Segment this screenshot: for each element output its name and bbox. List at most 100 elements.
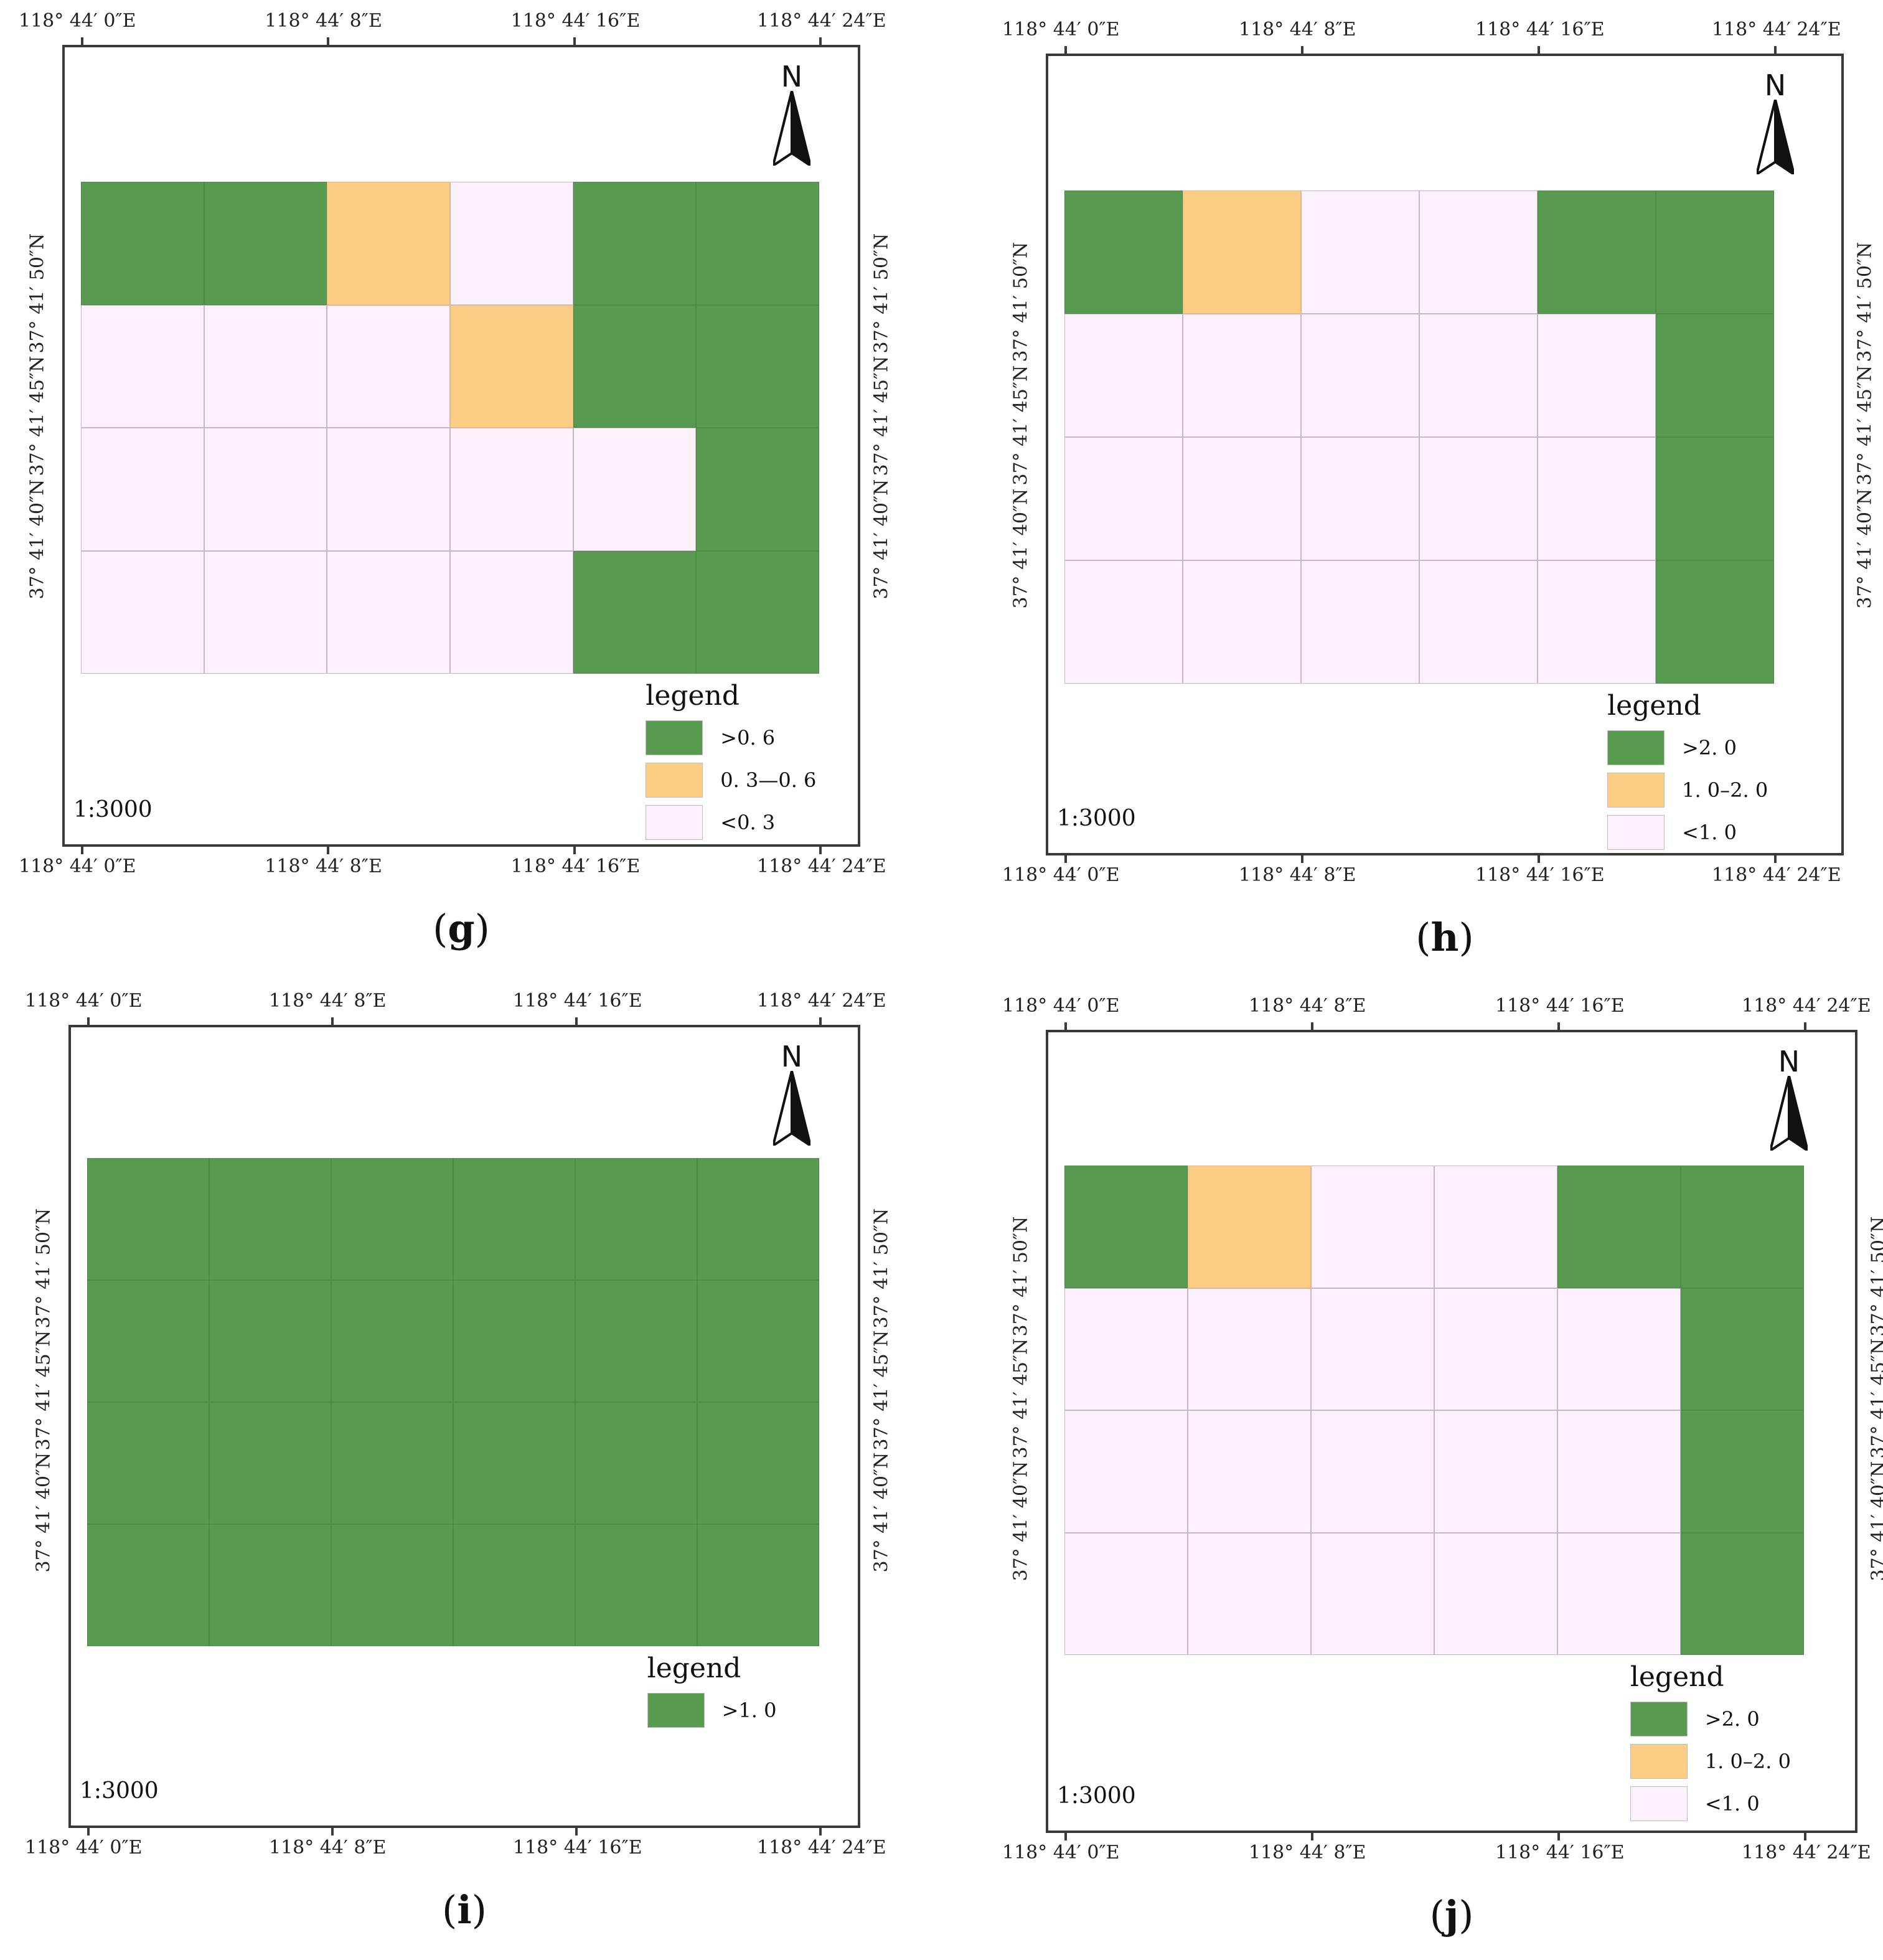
legend-swatch-high	[1607, 730, 1665, 765]
panel-caption-letter: j	[1444, 1892, 1459, 1938]
longitude-label-bottom: 118° 44′ 16″E	[1475, 864, 1605, 886]
tick-mark	[87, 1827, 90, 1835]
grid-cell-low	[1434, 1410, 1557, 1533]
legend-swatch-mid	[1630, 1744, 1688, 1779]
longitude-label-top: 118° 44′ 8″E	[1239, 19, 1356, 40]
tick-mark	[1064, 1022, 1067, 1031]
grid-cell-low	[1419, 560, 1538, 684]
grid-cell-low	[1434, 1532, 1557, 1655]
tick-mark	[1311, 1832, 1313, 1840]
grid-cell-low	[1434, 1166, 1557, 1288]
tick-mark	[1064, 854, 1067, 863]
legend-item: >1. 0	[647, 1689, 777, 1731]
longitude-label-top: 118° 44′ 24″E	[757, 10, 886, 32]
grid-cell-high	[575, 1158, 697, 1280]
panel-caption: (i)	[442, 1887, 487, 1933]
north-arrow-icon	[773, 91, 810, 166]
panel-caption-letter: h	[1430, 915, 1459, 960]
panel-caption-letter: g	[448, 906, 475, 951]
grid-cell-high	[575, 1524, 697, 1646]
legend-label: 1. 0–2. 0	[1704, 1750, 1791, 1773]
grid-cell-high	[1538, 191, 1656, 314]
legend-swatch-high	[646, 720, 703, 755]
tick-mark	[819, 37, 822, 46]
grid-cell-high	[1681, 1288, 1804, 1410]
north-letter: N	[781, 1040, 803, 1073]
tick-mark	[1557, 1022, 1560, 1031]
grid-cell-low	[1557, 1288, 1681, 1410]
grid-cell-low	[1183, 314, 1301, 437]
tick-mark	[1557, 1832, 1560, 1840]
grid-cell-low	[450, 182, 573, 305]
tick-mark	[1774, 854, 1777, 863]
longitude-label-bottom: 118° 44′ 24″E	[1712, 864, 1841, 886]
longitude-label-bottom: 118° 44′ 8″E	[265, 855, 382, 877]
grid-cell-high	[453, 1280, 575, 1402]
tick-mark	[81, 37, 83, 46]
grid-cell-low	[81, 428, 204, 551]
longitude-label-top: 118° 44′ 16″E	[513, 990, 642, 1012]
grid-cell-low	[1183, 560, 1301, 684]
legend-item: 1. 0–2. 0	[1630, 1740, 1791, 1783]
grid-cell-high	[209, 1402, 331, 1524]
grid-cell-high	[697, 1402, 819, 1524]
legend: legend >2. 0 1. 0–2. 0 <1. 0	[1607, 690, 1768, 854]
grid-cell-high	[696, 182, 819, 305]
grid-cell-high	[697, 1524, 819, 1646]
grid-cell-low	[1301, 437, 1419, 560]
legend-label: <1. 0	[1682, 821, 1737, 844]
grid-cell-low	[1064, 560, 1183, 684]
grid-cell-high	[575, 1280, 697, 1402]
panel-caption: (j)	[1429, 1892, 1474, 1938]
longitude-label-bottom: 118° 44′ 0″E	[19, 855, 136, 877]
latitude-label-left: 37° 41′ 40″N	[32, 1452, 55, 1573]
grid-cell-low	[1064, 1532, 1188, 1655]
latitude-label-right: 37° 41′ 40″N	[1867, 1461, 1883, 1581]
grid-cell-low	[327, 428, 450, 551]
grid-cell-low	[1419, 191, 1538, 314]
tick-mark	[327, 846, 330, 854]
grid-cell-high	[697, 1158, 819, 1280]
north-arrow: N	[1764, 1045, 1814, 1157]
tick-mark	[1538, 854, 1540, 863]
tick-mark	[81, 846, 83, 854]
grid-cell-low	[1311, 1288, 1434, 1410]
tick-mark	[1804, 1832, 1806, 1840]
grid-cell-high	[331, 1158, 453, 1280]
grid-cell-low	[1064, 1288, 1188, 1410]
grid-cell-low	[1557, 1532, 1681, 1655]
legend-label: 1. 0–2. 0	[1682, 778, 1768, 802]
grid-cell-high	[87, 1158, 209, 1280]
grid-cell-high	[1681, 1166, 1804, 1288]
tick-mark	[87, 1017, 90, 1026]
grid-cell-high	[573, 550, 697, 674]
legend-item: >2. 0	[1630, 1698, 1791, 1740]
longitude-label-bottom: 118° 44′ 24″E	[1742, 1842, 1871, 1863]
legend-swatch-high	[647, 1693, 705, 1728]
grid-cell-low	[204, 550, 327, 674]
longitude-label-top: 118° 44′ 16″E	[510, 10, 641, 32]
latitude-label-right: 37° 41′ 40″N	[1854, 488, 1876, 609]
grid-cell-high	[1064, 191, 1183, 314]
legend-label: <1. 0	[1704, 1792, 1760, 1816]
raster-grid	[1064, 191, 1774, 684]
legend-item: <1. 0	[1630, 1783, 1791, 1825]
legend-title: legend	[647, 1652, 741, 1684]
tick-mark	[573, 37, 576, 46]
longitude-label-top: 118° 44′ 24″E	[757, 990, 886, 1012]
grid-cell-high	[1557, 1166, 1681, 1288]
grid-cell-high	[204, 182, 327, 305]
longitude-label-top: 118° 44′ 0″E	[1002, 19, 1120, 40]
north-arrow-icon	[1757, 100, 1794, 174]
tick-mark	[819, 1017, 822, 1026]
legend-title: legend	[1630, 1661, 1724, 1693]
grid-cell-high	[331, 1524, 453, 1646]
longitude-label-bottom: 118° 44′ 8″E	[1239, 864, 1356, 886]
grid-cell-low	[204, 428, 327, 551]
grid-cell-low	[450, 550, 573, 674]
grid-cell-high	[696, 304, 819, 428]
longitude-label-top: 118° 44′ 16″E	[1495, 995, 1625, 1017]
grid-cell-low	[1188, 1532, 1311, 1655]
grid-cell-high	[697, 1280, 819, 1402]
grid-cell-high	[575, 1402, 697, 1524]
